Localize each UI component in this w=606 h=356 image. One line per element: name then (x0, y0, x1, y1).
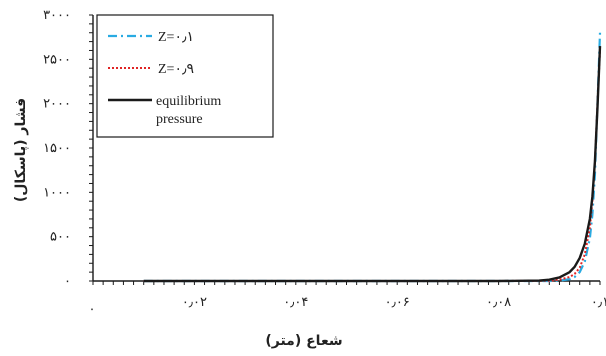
y-tick-label: ۵۰۰ (50, 230, 71, 245)
legend-label-3: equilibrium pressure (156, 94, 221, 127)
y-tick-label: ۱۰۰۰ (43, 185, 71, 200)
x-tick-label: ۰٫۰۸ (486, 295, 511, 310)
legend-label-2: Z=۰٫۹ (158, 62, 194, 77)
series-line-3 (143, 45, 602, 283)
x-tick-label: ۰٫۰۴ (283, 295, 308, 310)
y-tick-label: ۲۰۰۰ (43, 97, 71, 112)
y-tick-label: ۰ (64, 274, 71, 289)
x-tick-labels: ۰ ۰٫۰۲ ۰٫۰۴ ۰٫۰۶ ۰٫۰۸ ۰٫۱ (89, 295, 606, 317)
y-tick-label: ۱۵۰۰ (43, 141, 71, 156)
x-tick-label: ۰٫۰۶ (385, 295, 410, 310)
x-tick-label: ۰٫۱ (591, 295, 606, 310)
y-tick-label: ۲۵۰۰ (43, 52, 71, 67)
series-lines (143, 32, 602, 283)
x-axis-label: شعاع (متر) (265, 333, 342, 349)
y-tick-label: ۳۰۰۰ (43, 8, 71, 23)
x-tick-label: ۰ (89, 302, 96, 317)
legend: Z=۰٫۱ Z=۰٫۹ equilibrium pressure (96, 14, 274, 138)
y-axis-label: فشار (پاسکال) (13, 98, 29, 202)
legend-box (96, 14, 274, 138)
y-tick-labels: ۰ ۵۰۰ ۱۰۰۰ ۱۵۰۰ ۲۰۰۰ ۲۵۰۰ ۳۰۰۰ (43, 8, 71, 289)
x-tick-label: ۰٫۰۲ (182, 295, 207, 310)
legend-label-1: Z=۰٫۱ (158, 30, 194, 45)
y-minor-ticks (89, 14, 93, 282)
